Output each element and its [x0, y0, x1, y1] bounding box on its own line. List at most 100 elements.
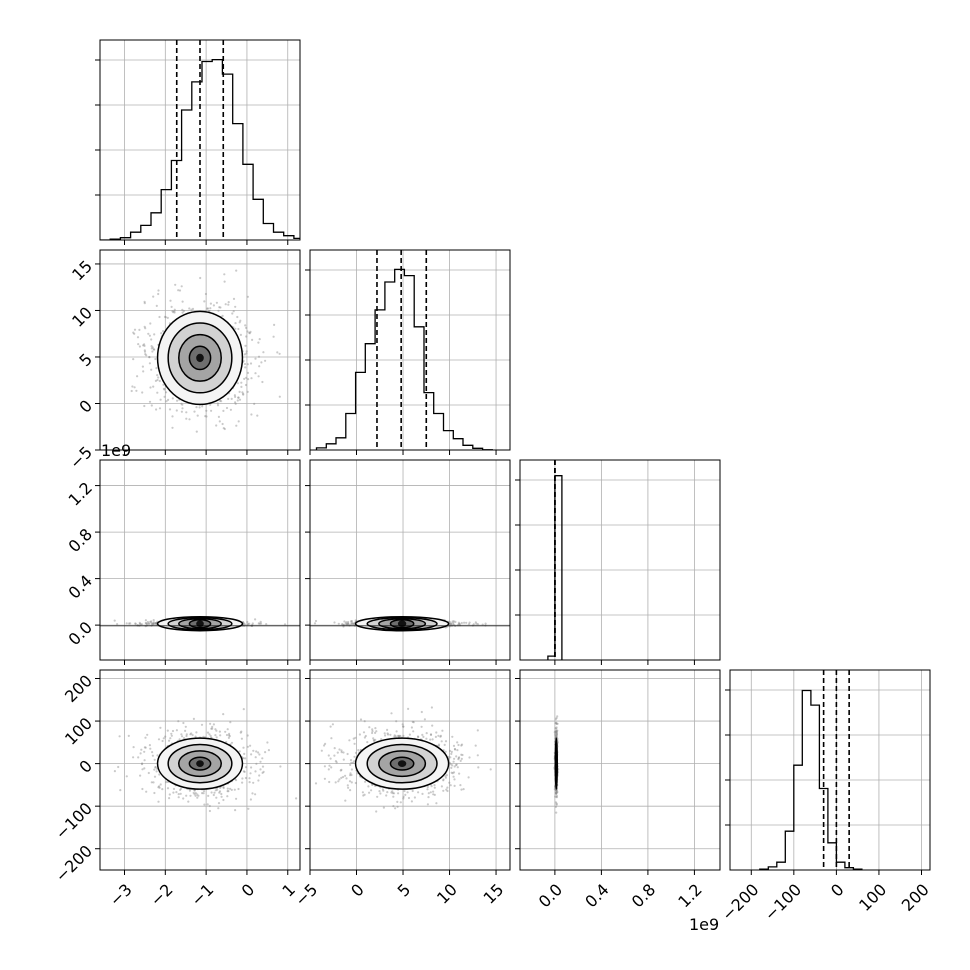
scatter-point [461, 753, 464, 757]
scatter-point [359, 718, 363, 721]
scatter-point [554, 791, 557, 794]
scatter-point [346, 784, 349, 787]
scatter-point [210, 409, 213, 412]
scatter-point [171, 415, 174, 418]
scatter-point [166, 787, 170, 790]
scatter-point [254, 618, 257, 621]
scatter-point [148, 356, 151, 359]
panel-frame [309, 459, 511, 661]
scatter-point [476, 729, 479, 732]
scatter-point [244, 344, 247, 347]
scatter-point [357, 749, 360, 752]
histogram-panel-2 [515, 459, 721, 665]
scatter-point [236, 315, 239, 319]
scatter-point [221, 314, 224, 317]
histogram-bars [315, 268, 493, 450]
scatter-point [143, 302, 146, 305]
scatter-point [152, 622, 155, 625]
scatter-point [344, 622, 347, 625]
scatter-point [215, 424, 218, 427]
scatter-point [371, 728, 374, 731]
scatter-point [555, 726, 558, 729]
scatter-point [250, 413, 253, 416]
scatter-point [212, 793, 215, 797]
scatter-point [554, 801, 558, 804]
scatter-point [244, 383, 248, 387]
scatter-point [457, 743, 460, 747]
scatter-point [171, 729, 175, 733]
scatter-point [423, 718, 426, 721]
scatter-point [444, 776, 447, 779]
scatter-point [194, 794, 197, 797]
scatter-point [191, 307, 195, 310]
joint-content [553, 715, 560, 814]
scatter-point [227, 303, 230, 306]
scatter-point [555, 731, 558, 734]
scatter-point [433, 786, 436, 789]
scatter-point [437, 743, 441, 746]
scatter-point [149, 322, 152, 325]
scatter-point [222, 786, 225, 789]
scatter-point [241, 777, 244, 780]
scatter-point [201, 405, 204, 408]
scatter-point [556, 729, 559, 732]
scatter-point [337, 780, 340, 783]
scatter-point [234, 305, 237, 308]
scatter-point [169, 737, 172, 740]
scatter-point [351, 761, 355, 764]
scatter-point [216, 404, 220, 407]
scatter-point [235, 424, 238, 427]
scatter-point [258, 753, 261, 756]
scatter-point [449, 784, 452, 787]
scatter-point [555, 802, 558, 805]
scatter-point [196, 414, 199, 417]
scatter-point [162, 737, 165, 740]
scatter-point [410, 800, 413, 803]
scatter-point [386, 732, 389, 735]
scatter-point [157, 738, 161, 741]
scatter-point [113, 619, 116, 622]
scatter-point [439, 734, 442, 738]
scatter-point [368, 726, 371, 729]
scatter-point [467, 623, 471, 626]
scatter-point [206, 307, 209, 310]
scatter-point [204, 415, 207, 418]
scatter-point [402, 725, 405, 728]
scatter-point [163, 388, 166, 391]
scatter-point [131, 385, 134, 388]
scatter-point [465, 621, 468, 624]
scatter-point [417, 791, 420, 794]
scatter-point [139, 774, 142, 777]
scatter-point [251, 792, 254, 795]
scatter-point [555, 734, 558, 737]
scatter-point [145, 354, 148, 357]
scatter-point [440, 740, 443, 743]
scatter-point [323, 777, 326, 780]
scatter-point [224, 303, 227, 306]
scatter-point [553, 788, 556, 791]
scatter-point [156, 378, 159, 382]
scatter-point [234, 401, 237, 404]
scatter-point [394, 735, 397, 738]
scatter-point [220, 400, 223, 403]
scatter-point [265, 623, 268, 626]
scatter-point [140, 748, 143, 751]
scatter-point [386, 728, 389, 732]
panel-background [520, 670, 720, 870]
scatter-point [364, 734, 367, 738]
scatter-point [452, 775, 455, 778]
scatter-point [171, 397, 174, 400]
scatter-point [175, 409, 178, 412]
panel-background [730, 670, 930, 870]
scatter-point [218, 791, 221, 794]
scatter-point [342, 775, 345, 779]
scatter-point [379, 792, 382, 795]
scatter-point [210, 727, 213, 730]
scatter-point [196, 793, 199, 796]
scatter-point [382, 806, 385, 809]
scatter-point [158, 315, 161, 319]
panel-background [520, 460, 720, 660]
scatter-point [132, 756, 135, 759]
scatter-point [226, 795, 229, 798]
scatter-point [433, 793, 436, 797]
